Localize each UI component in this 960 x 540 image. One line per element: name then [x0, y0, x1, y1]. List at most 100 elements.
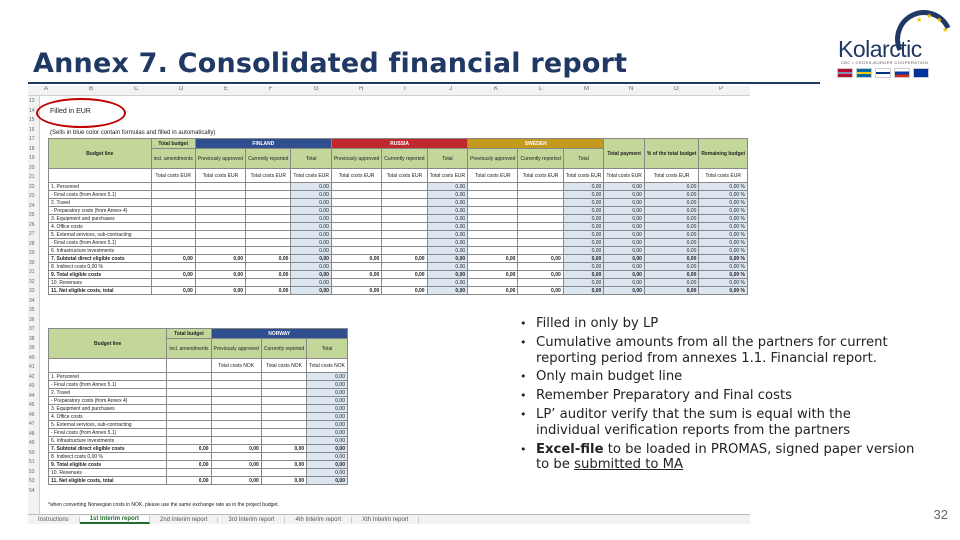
- table-cell[interactable]: [166, 420, 212, 429]
- table-cell[interactable]: [330, 246, 383, 255]
- table-cell[interactable]: [210, 428, 262, 437]
- table-cell[interactable]: [166, 436, 212, 445]
- table-cell[interactable]: 0,00: [517, 254, 564, 263]
- table-cell[interactable]: 0,00: [426, 238, 469, 247]
- table-cell[interactable]: 0,00: [166, 444, 212, 453]
- table-cell[interactable]: [210, 452, 262, 461]
- table-cell[interactable]: 0,00: [245, 286, 292, 295]
- table-cell[interactable]: 0,00 %: [698, 238, 748, 247]
- table-cell[interactable]: 0,00: [290, 278, 332, 287]
- table-cell[interactable]: 0,00: [603, 206, 645, 215]
- table-cell[interactable]: [166, 380, 212, 389]
- table-cell[interactable]: 0,00: [306, 396, 348, 405]
- column-letter[interactable]: C: [134, 86, 139, 92]
- table-cell[interactable]: 0,00: [426, 206, 469, 215]
- table-cell[interactable]: 0,00: [643, 270, 700, 279]
- table-cell[interactable]: 0,00: [290, 254, 332, 263]
- table-cell[interactable]: 0,00: [330, 254, 383, 263]
- table-cell[interactable]: [517, 230, 564, 239]
- table-cell[interactable]: [381, 222, 428, 231]
- table-cell[interactable]: [194, 278, 247, 287]
- table-cell[interactable]: [467, 198, 519, 207]
- table-cell[interactable]: 0,00: [426, 230, 469, 239]
- row-label[interactable]: 5. External services, sub-contracting: [48, 230, 152, 239]
- table-cell[interactable]: [194, 246, 247, 255]
- table-cell[interactable]: 0,00: [643, 214, 700, 223]
- table-cell[interactable]: 0,00 %: [698, 206, 748, 215]
- row-number[interactable]: 27: [29, 231, 35, 237]
- table-cell[interactable]: 0,00: [562, 222, 605, 231]
- row-number[interactable]: 14: [29, 107, 35, 114]
- table-cell[interactable]: [210, 372, 262, 381]
- row-number[interactable]: 49: [29, 440, 35, 446]
- row-label[interactable]: - Final costs (from Annex 5.1): [47, 428, 168, 437]
- table-cell[interactable]: 0,00: [166, 476, 212, 485]
- table-cell[interactable]: 0,00: [210, 460, 262, 469]
- table-cell[interactable]: [330, 262, 383, 271]
- row-label[interactable]: 8. Indirect costs 0,00 %: [48, 262, 152, 271]
- table-cell[interactable]: 0,00: [643, 238, 700, 247]
- table-cell[interactable]: [517, 222, 564, 231]
- table-cell[interactable]: 0,00: [562, 270, 605, 279]
- table-cell[interactable]: 0,00: [562, 230, 605, 239]
- table-cell[interactable]: [260, 436, 308, 445]
- table-cell[interactable]: [381, 238, 428, 247]
- table-cell[interactable]: [467, 262, 519, 271]
- table-cell[interactable]: [467, 230, 519, 239]
- table-cell[interactable]: [260, 388, 308, 397]
- table-cell[interactable]: [330, 206, 383, 215]
- row-number[interactable]: 54: [29, 487, 35, 494]
- table-cell[interactable]: 0,00: [562, 254, 605, 263]
- table-cell[interactable]: [260, 420, 308, 429]
- table-cell[interactable]: [210, 404, 262, 413]
- column-letter[interactable]: I: [404, 86, 406, 92]
- table-cell[interactable]: 0,00: [467, 286, 519, 295]
- table-cell[interactable]: 0,00: [194, 286, 247, 295]
- table-cell[interactable]: [166, 412, 212, 421]
- table-cell[interactable]: [517, 238, 564, 247]
- row-number[interactable]: 48: [29, 430, 35, 437]
- table-cell[interactable]: 0,00: [643, 246, 700, 255]
- table-cell[interactable]: [194, 262, 247, 271]
- table-cell[interactable]: 0,00: [426, 246, 469, 255]
- table-cell[interactable]: 0,00: [643, 222, 700, 231]
- table-cell[interactable]: 0,00: [426, 278, 469, 287]
- table-cell[interactable]: 0,00 %: [698, 254, 748, 263]
- row-number[interactable]: 15: [29, 117, 35, 123]
- table-cell[interactable]: 0,00: [643, 278, 700, 287]
- table-cell[interactable]: 0,00: [290, 182, 332, 191]
- table-cell[interactable]: [210, 468, 262, 477]
- table-cell[interactable]: [194, 214, 247, 223]
- table-cell[interactable]: 0,00: [245, 254, 292, 263]
- row-number[interactable]: 35: [29, 307, 35, 313]
- row-label[interactable]: 10. Revenues: [48, 278, 152, 287]
- table-cell[interactable]: [150, 246, 196, 255]
- row-number[interactable]: 16: [29, 126, 35, 133]
- sheet-tab[interactable]: Instructions: [28, 516, 80, 523]
- column-letter[interactable]: H: [359, 86, 364, 92]
- table-cell[interactable]: 0,00 %: [698, 262, 748, 271]
- table-cell[interactable]: 0,00: [260, 476, 308, 485]
- table-cell[interactable]: [210, 396, 262, 405]
- sheet-tab[interactable]: Xth Interim report: [352, 516, 420, 523]
- table-cell[interactable]: [150, 230, 196, 239]
- row-label[interactable]: 2. Travel: [47, 388, 168, 397]
- table-cell[interactable]: 0,00: [426, 262, 469, 271]
- table-cell[interactable]: [330, 222, 383, 231]
- table-cell[interactable]: 0,00: [603, 278, 645, 287]
- table-cell[interactable]: 0,00: [426, 222, 469, 231]
- table-cell[interactable]: [381, 190, 428, 199]
- table-cell[interactable]: [210, 412, 262, 421]
- table-cell[interactable]: [245, 214, 292, 223]
- table-cell[interactable]: [150, 222, 196, 231]
- table-cell[interactable]: 0,00: [150, 270, 196, 279]
- table-cell[interactable]: [467, 206, 519, 215]
- table-cell[interactable]: 0,00: [643, 262, 700, 271]
- column-letter[interactable]: O: [674, 86, 679, 92]
- row-number[interactable]: 38: [29, 335, 35, 342]
- sheet-tab[interactable]: 4th Interim report: [285, 516, 353, 523]
- row-number[interactable]: 24: [29, 202, 35, 209]
- table-cell[interactable]: 0,00: [426, 286, 469, 295]
- row-label[interactable]: 4. Office costs: [48, 222, 152, 231]
- table-cell[interactable]: 0,00: [562, 246, 605, 255]
